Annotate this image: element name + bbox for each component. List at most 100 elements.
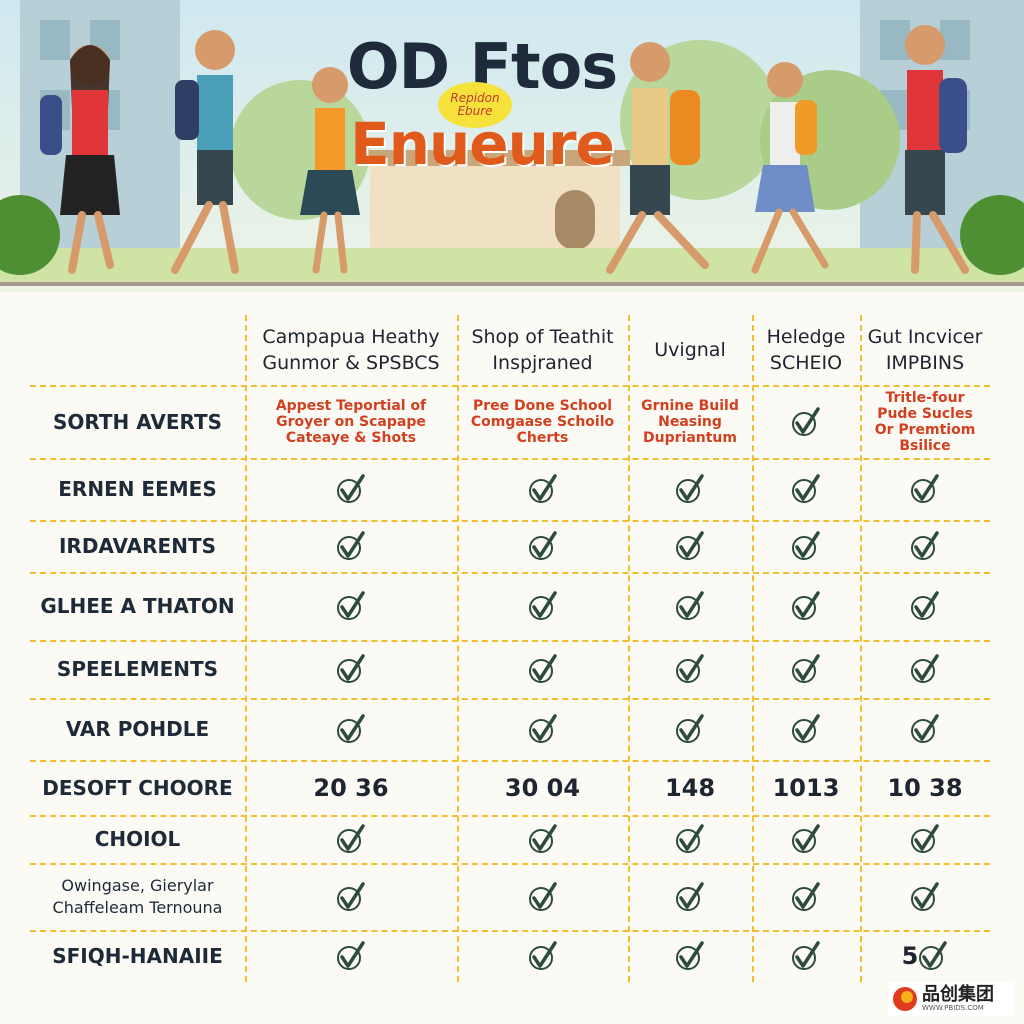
check-cell [860,698,990,760]
check-icon [676,941,704,970]
check-cell [860,572,990,640]
check-cell [245,863,457,930]
column-header: Shop of Teathit Inspjraned [471,326,614,374]
check-cell [628,815,752,863]
check-cell [628,640,752,698]
row-label: VAR POHDLE [65,717,210,741]
check-icon [919,941,948,970]
check-icon [337,474,365,503]
cell-text: Pree Done School Comgaase Schoilo Cherts [470,397,615,446]
cell-text: 148 [664,773,716,802]
column-divider [752,315,754,982]
column-divider [245,315,247,982]
check-icon [337,591,365,620]
check-cell [245,640,457,698]
row-divider [30,640,990,642]
row-divider [30,385,990,387]
check-cell [457,698,628,760]
row-divider [30,815,990,817]
check-cell [628,572,752,640]
check-cell [752,863,860,930]
row-divider [30,520,990,522]
check-cell [752,385,860,458]
cell-text: 1013 [772,773,840,802]
row-label: SFIQH-HANAIIE [52,944,223,968]
check-cell [752,640,860,698]
check-icon [676,531,704,560]
check-icon [528,941,557,970]
check-icon [792,406,820,436]
check-icon [337,531,365,560]
check-icon [676,714,704,743]
row-label: Owingase, Gierylar Chaffeleam Ternouna [52,875,223,917]
check-cell [860,863,990,930]
cell-text: 5 [860,930,990,982]
cell-text: 30 04 [504,773,581,802]
check-icon [911,531,939,560]
check-cell [628,930,752,982]
check-icon [528,591,557,620]
check-icon [528,654,557,683]
check-cell [245,520,457,572]
row-divider [30,698,990,700]
check-icon [911,474,939,503]
check-cell [245,458,457,520]
check-icon [792,591,820,620]
check-cell [245,930,457,982]
check-cell [245,572,457,640]
check-icon [792,474,820,503]
check-cell [457,863,628,930]
check-cell [752,930,860,982]
check-icon [528,824,557,853]
check-icon [911,591,939,620]
check-icon [792,714,820,743]
check-icon [337,824,365,853]
watermark-name: 品创集团 [922,984,994,1005]
check-icon [676,474,704,503]
check-cell [752,698,860,760]
check-icon [528,531,557,560]
check-cell [628,520,752,572]
check-cell [457,815,628,863]
cell-text: Tritle-four Pude Sucles Or Premtiom Bsil… [874,389,976,454]
check-icon [792,941,820,970]
check-cell [628,698,752,760]
check-cell [245,698,457,760]
check-icon [676,654,704,683]
column-header: Campapua Heathy Gunmor & SPSBCS [262,326,440,374]
row-label: ERNEN EEMES [58,477,217,501]
row-divider [30,760,990,762]
column-header: Uvignal [654,339,726,361]
column-header: Heledge SCHEIO [766,326,846,374]
cell-text: Appest Teportial of Groyer on Scapape Ca… [275,397,427,446]
check-cell [457,520,628,572]
check-cell [860,458,990,520]
check-icon [911,654,939,683]
watermark-logo [893,987,917,1011]
check-cell [752,572,860,640]
check-cell [628,458,752,520]
row-divider [30,572,990,574]
column-header: Gut Incvicer IMPBINS [867,326,983,374]
check-icon [676,591,704,620]
watermark-url: WWW.PBIDS.COM [922,1004,984,1012]
check-cell [860,640,990,698]
row-label: SPEELEMENTS [56,657,219,681]
check-cell [457,572,628,640]
cell-text: 5 [901,942,919,970]
column-divider [457,315,459,982]
check-cell [752,520,860,572]
row-label: CHOIOL [94,827,181,851]
row-divider [30,863,990,865]
check-icon [337,714,365,743]
check-icon [792,654,820,683]
check-icon [792,531,820,560]
check-icon [911,824,939,853]
watermark: 品创集团 WWW.PBIDS.COM [888,982,1014,1016]
check-cell [860,520,990,572]
check-icon [528,881,557,911]
check-icon [792,881,820,911]
check-icon [337,941,365,970]
